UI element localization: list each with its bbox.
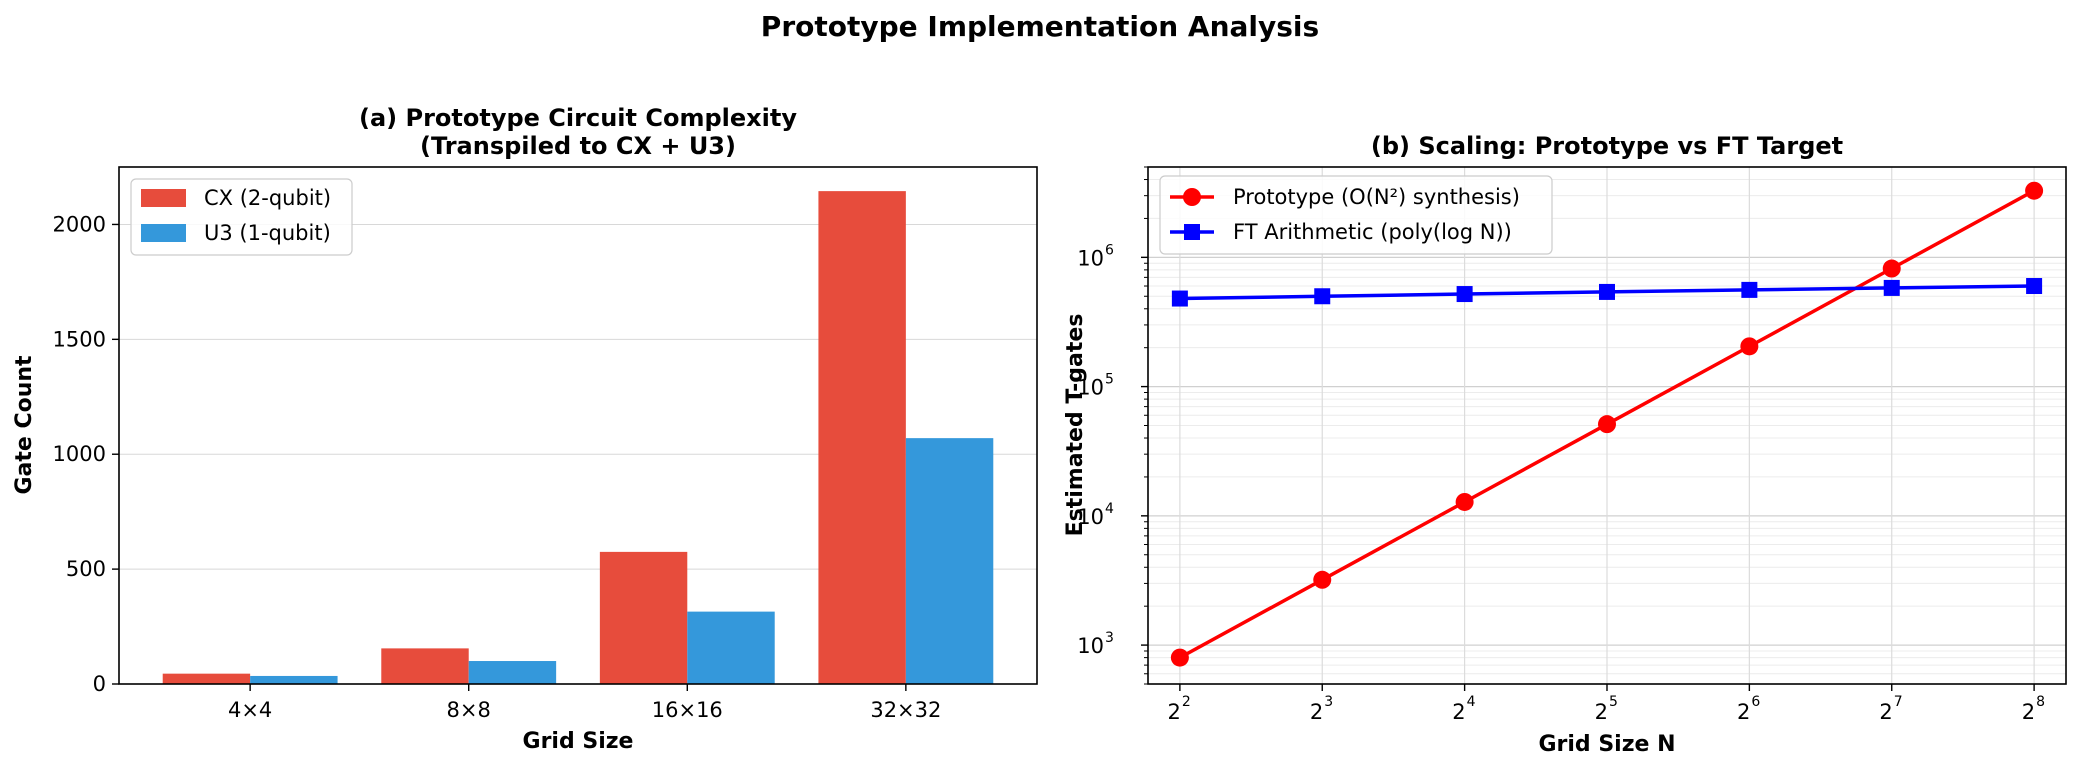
panel-b: (b) Scaling: Prototype vs FT Target 10 31…	[1063, 132, 2067, 757]
y-tick-exponent-1e5: 5	[1105, 372, 1114, 388]
legend-marker-ft-arithmetic	[1184, 224, 1200, 240]
panel-a-x-ticks: 4×4 8×8 16×16 32×32	[228, 684, 941, 722]
point-prototype-0	[1170, 648, 1189, 667]
x-tick-exponent-4: 6	[1751, 694, 1760, 710]
x-tick-exponent-3: 5	[1609, 694, 1618, 710]
panel-a-title-line2: (Transpiled to CX + U3)	[420, 132, 736, 160]
panel-a-bars	[162, 191, 994, 685]
x-tick-label-6: 2	[2022, 700, 2035, 724]
point-ft-arithmetic-6	[2026, 278, 2043, 295]
x-tick-label-0: 2	[1168, 700, 1181, 724]
bar-u3-0	[250, 675, 338, 684]
panel-a: (a) Prototype Circuit Complexity (Transp…	[12, 104, 1038, 754]
bar-u3-2	[687, 611, 775, 684]
legend-label-u3: U3 (1-qubit)	[204, 221, 331, 245]
x-tick-label-4: 2	[1737, 700, 1750, 724]
bar-cx-2	[599, 551, 688, 684]
y-tick-label-1e5: 10	[1077, 376, 1104, 400]
x-tick-label-3: 32×32	[870, 698, 941, 722]
point-ft-arithmetic-2	[1456, 286, 1473, 303]
y-tick-label-1e4: 10	[1077, 505, 1104, 529]
y-tick-label-1000: 1000	[53, 442, 106, 466]
x-tick-exponent-0: 2	[1182, 694, 1191, 710]
point-ft-arithmetic-5	[1883, 279, 1900, 296]
y-tick-exponent-1e6: 6	[1105, 242, 1114, 258]
panel-b-legend-box	[1159, 175, 1553, 255]
point-prototype-1	[1313, 570, 1332, 589]
panel-b-ylabel: Estimated T-gates	[1063, 314, 1088, 537]
panel-a-title-line1: (a) Prototype Circuit Complexity	[359, 104, 797, 132]
legend-swatch-u3	[141, 224, 186, 242]
point-ft-arithmetic-0	[1171, 290, 1188, 307]
x-tick-label-5: 2	[1879, 700, 1892, 724]
panel-a-frame	[118, 166, 1038, 685]
x-tick-label-0: 4×4	[228, 698, 272, 722]
panel-b-series	[1170, 181, 2044, 667]
bar-cx-0	[162, 673, 251, 684]
bar-cx-3	[818, 191, 906, 685]
x-tick-label-2: 2	[1452, 700, 1465, 724]
point-prototype-2	[1455, 492, 1474, 511]
x-tick-exponent-1: 3	[1324, 694, 1333, 710]
bar-cx-1	[381, 648, 469, 684]
legend-label-prototype: Prototype (O(N²) synthesis)	[1233, 185, 1520, 209]
y-tick-label-500: 500	[66, 557, 106, 581]
panel-a-legend: CX (2-qubit) U3 (1-qubit)	[130, 178, 353, 256]
x-tick-exponent-2: 4	[1467, 694, 1476, 710]
panel-b-title: (b) Scaling: Prototype vs FT Target	[1371, 132, 1843, 160]
panel-a-y-ticks: 0 500 1000 1500 2000	[53, 212, 119, 696]
y-tick-label-2000: 2000	[53, 212, 106, 236]
x-tick-label-3: 2	[1595, 700, 1608, 724]
figure-suptitle: Prototype Implementation Analysis	[761, 10, 1319, 43]
legend-swatch-cx	[141, 189, 186, 207]
point-prototype-4	[1740, 337, 1759, 356]
x-tick-label-1: 8×8	[447, 698, 491, 722]
legend-label-cx: CX (2-qubit)	[204, 186, 331, 210]
y-tick-label-1e6: 10	[1077, 246, 1104, 270]
panel-b-xlabel: Grid Size N	[1538, 732, 1675, 757]
x-tick-exponent-5: 7	[1894, 694, 1903, 710]
point-ft-arithmetic-4	[1741, 281, 1758, 298]
panel-b-legend: Prototype (O(N²) synthesis) FT Arithmeti…	[1159, 175, 1553, 255]
y-tick-exponent-1e4: 4	[1105, 501, 1114, 517]
legend-marker-prototype	[1183, 188, 1201, 206]
point-ft-arithmetic-1	[1314, 288, 1331, 305]
point-ft-arithmetic-3	[1598, 283, 1615, 300]
bar-u3-1	[468, 661, 557, 684]
panel-a-ylabel: Gate Count	[12, 355, 37, 495]
point-prototype-3	[1597, 415, 1616, 434]
point-prototype-5	[1882, 259, 1901, 278]
bar-u3-3	[905, 438, 994, 684]
y-tick-label-1500: 1500	[53, 327, 106, 351]
legend-label-ft-arithmetic: FT Arithmetic (poly(log N))	[1233, 220, 1512, 244]
panel-a-xlabel: Grid Size	[523, 729, 634, 754]
x-tick-label-1: 2	[1310, 700, 1323, 724]
panel-a-legend-box	[130, 178, 353, 256]
x-tick-exponent-6: 8	[2036, 694, 2045, 710]
y-tick-exponent-1e3: 3	[1105, 630, 1114, 646]
x-tick-label-2: 16×16	[652, 698, 723, 722]
y-tick-label-1e3: 10	[1077, 634, 1104, 658]
y-tick-label-0: 0	[93, 672, 106, 696]
point-prototype-6	[2025, 181, 2044, 200]
